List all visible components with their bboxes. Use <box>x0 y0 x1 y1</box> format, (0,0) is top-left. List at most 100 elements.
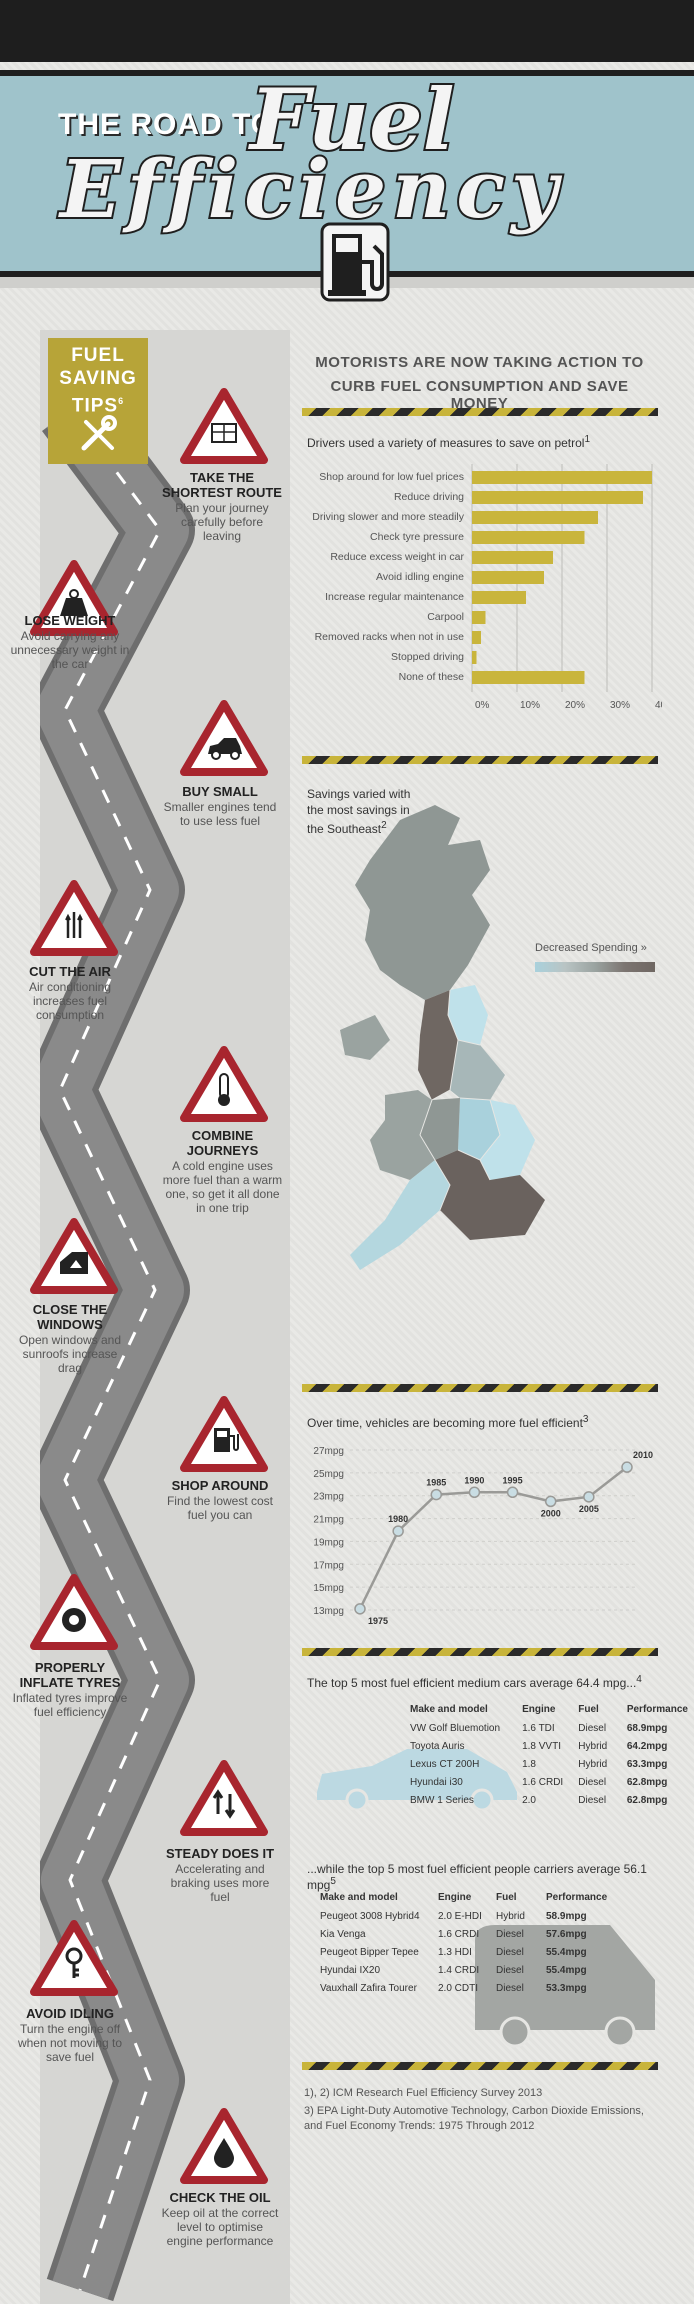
table-cell: VW Golf Bluemotion <box>410 1722 501 1734</box>
tip-description: Inflated tyres improve fuel efficiency <box>12 1691 128 1719</box>
table-cell: 68.9mpg <box>626 1722 668 1734</box>
table-row: Vauxhall Zafira Tourer 2.0 CDTI Diesel 53.3… <box>320 1979 613 1997</box>
table-cell: Diesel <box>578 1794 607 1806</box>
line-chart-point-label: 1975 <box>368 1616 388 1626</box>
wrench-screwdriver-icon <box>81 415 117 451</box>
tip-title: TAKE THE SHORTEST ROUTE <box>162 470 282 500</box>
bar-chart-x-tick: 40% <box>655 700 662 711</box>
bar-chart-bar <box>472 611 486 624</box>
header-title-small: THE ROAD TO <box>58 108 276 141</box>
table-header-cell: Performance <box>626 1704 688 1715</box>
bar-chart-bar <box>472 551 553 564</box>
winding-road <box>40 389 195 2302</box>
table-cell: Hyundai i30 <box>410 1776 463 1788</box>
tip-title: STEADY DOES IT <box>165 1846 275 1861</box>
table-row: VW Golf Bluemotion 1.6 TDI Diesel 68.9mpg <box>410 1719 694 1737</box>
table-cell: Hybrid <box>496 1910 525 1922</box>
table-header-cell: Fuel <box>578 1704 599 1715</box>
bar-chart-category-label: Increase regular maintenance <box>325 591 464 603</box>
table-cell: Peugeot Bipper Tepee <box>320 1946 419 1958</box>
tip-item: SHOP AROUND Find the lowest cost fuel you… <box>160 1478 280 1522</box>
table-cell: 53.3mpg <box>546 1982 587 1994</box>
bar-chart-title: Drivers used a variety of measures to sa… <box>307 434 591 450</box>
table-cell: 1.6 CRDI <box>438 1928 480 1940</box>
bar-chart-bar <box>472 671 585 684</box>
tip-description: Air conditioning increases fuel consumpt… <box>28 980 112 1022</box>
map-region-east <box>480 1100 535 1180</box>
line-chart-point <box>544 1495 557 1508</box>
table-header-cell: Make and model <box>320 1892 398 1903</box>
line-chart-y-tick: 13mpg <box>313 1606 344 1617</box>
hazard-divider-4 <box>302 1648 658 1656</box>
bar-chart: 0% 10% 20% 30% 40% Shop around for low fuel p… <box>312 464 662 711</box>
table-cell: 2.0 E-HDI <box>438 1910 482 1922</box>
tip-item: CHECK THE OIL Keep oil at the correct lev… <box>160 2190 280 2248</box>
table-cell: Toyota Auris <box>410 1740 465 1752</box>
table-cell: 55.4mpg <box>546 1946 587 1958</box>
line-chart-y-tick: 25mpg <box>313 1469 344 1480</box>
bar-chart-category-label: None of these <box>399 671 465 683</box>
tyre-icon <box>30 1574 118 1650</box>
line-chart-point-label: 1985 <box>426 1478 446 1488</box>
table-row: Lexus CT 200H 1.8 Hybrid 63.3mpg <box>410 1755 694 1773</box>
line-chart-point <box>354 1603 366 1615</box>
map-region-southeast <box>435 1150 545 1240</box>
tip-item: TAKE THE SHORTEST ROUTE Plan your journey… <box>162 470 282 543</box>
map-region-eastmidlands <box>458 1098 500 1160</box>
fuel-saving-tips-title: FUEL SAVING TIPS6 <box>59 345 137 417</box>
tip-title: SHOP AROUND <box>171 1478 269 1493</box>
tip-item: PROPERLY INFLATE TYRES Inflated tyres imp… <box>10 1660 130 1719</box>
bar-chart-bar <box>472 631 481 644</box>
table-cell: 58.9mpg <box>546 1910 587 1922</box>
line-chart-y-tick: 27mpg <box>313 1446 344 1457</box>
tip-title: COMBINE JOURNEYS <box>186 1128 259 1158</box>
table-row: Peugeot Bipper Tepee 1.3 HDI Diesel 55.4mpg <box>320 1943 613 1961</box>
table-cell: 62.8mpg <box>626 1794 668 1806</box>
table-header-row: Make and model Engine Fuel Performance <box>410 1702 694 1719</box>
table-cell: 2.0 CDTI <box>438 1982 479 1994</box>
table-cell: Hyundai IX20 <box>320 1964 381 1976</box>
window-icon <box>30 1218 118 1294</box>
weight-icon <box>30 560 118 636</box>
footnote-1: 1), 2) ICM Research Fuel Efficiency Surv… <box>304 2087 543 2099</box>
bar-chart-bar <box>472 571 544 584</box>
tip-title: BUY SMALL <box>182 784 258 799</box>
map-region-northwest <box>418 990 458 1100</box>
table-cell: 63.3mpg <box>626 1758 668 1770</box>
bar-chart-bar <box>472 651 477 664</box>
hazard-divider-1 <box>302 408 658 416</box>
fuel-pump-header-icon <box>320 222 390 302</box>
fuel-saving-tips-badge <box>48 338 148 464</box>
tip-description: Find the lowest cost fuel you can <box>166 1494 274 1522</box>
air-icon <box>30 880 118 956</box>
line-chart-point-label: 2005 <box>579 1504 599 1514</box>
table-cell: 1.6 TDI <box>522 1722 555 1734</box>
table-cell: Hybrid <box>578 1740 608 1752</box>
line-chart-y-tick: 19mpg <box>313 1537 344 1548</box>
bar-chart-x-tick: 20% <box>565 700 585 711</box>
tip-description: Smaller engines tend to use less fuel <box>163 800 277 828</box>
table-cell: Diesel <box>496 1928 524 1940</box>
table-cell: Diesel <box>496 1946 524 1958</box>
tip-title: CUT THE AIR <box>29 964 111 979</box>
tip-item: LOSE WEIGHT Avoid carrying any unnecessar… <box>10 613 130 671</box>
header-top-stripe <box>0 0 694 62</box>
oil-drop-icon <box>180 2108 268 2184</box>
medium-cars-title-sup: 4 <box>636 1674 642 1685</box>
people-carriers-title-sup: 5 <box>330 1876 336 1887</box>
map-title-sup: 2 <box>381 820 387 831</box>
table-cell: 64.2mpg <box>626 1740 668 1752</box>
line-chart-point-label: 2010 <box>633 1450 653 1460</box>
map-region-southwest <box>350 1160 450 1270</box>
table-cell: 1.8 <box>522 1758 536 1770</box>
small-car-icon <box>180 700 268 776</box>
table-cell: 55.4mpg <box>546 1964 587 1976</box>
table-cell: Diesel <box>578 1776 607 1788</box>
bar-chart-category-label: Removed racks when not in use <box>315 631 465 643</box>
tip-item: COMBINE JOURNEYS A cold engine uses more … <box>160 1128 285 1215</box>
line-chart-series-line <box>358 1466 628 1610</box>
hazard-divider-3 <box>302 1384 658 1392</box>
line-chart-point <box>468 1486 481 1499</box>
bar-chart-category-label: Shop around for low fuel prices <box>319 471 464 483</box>
